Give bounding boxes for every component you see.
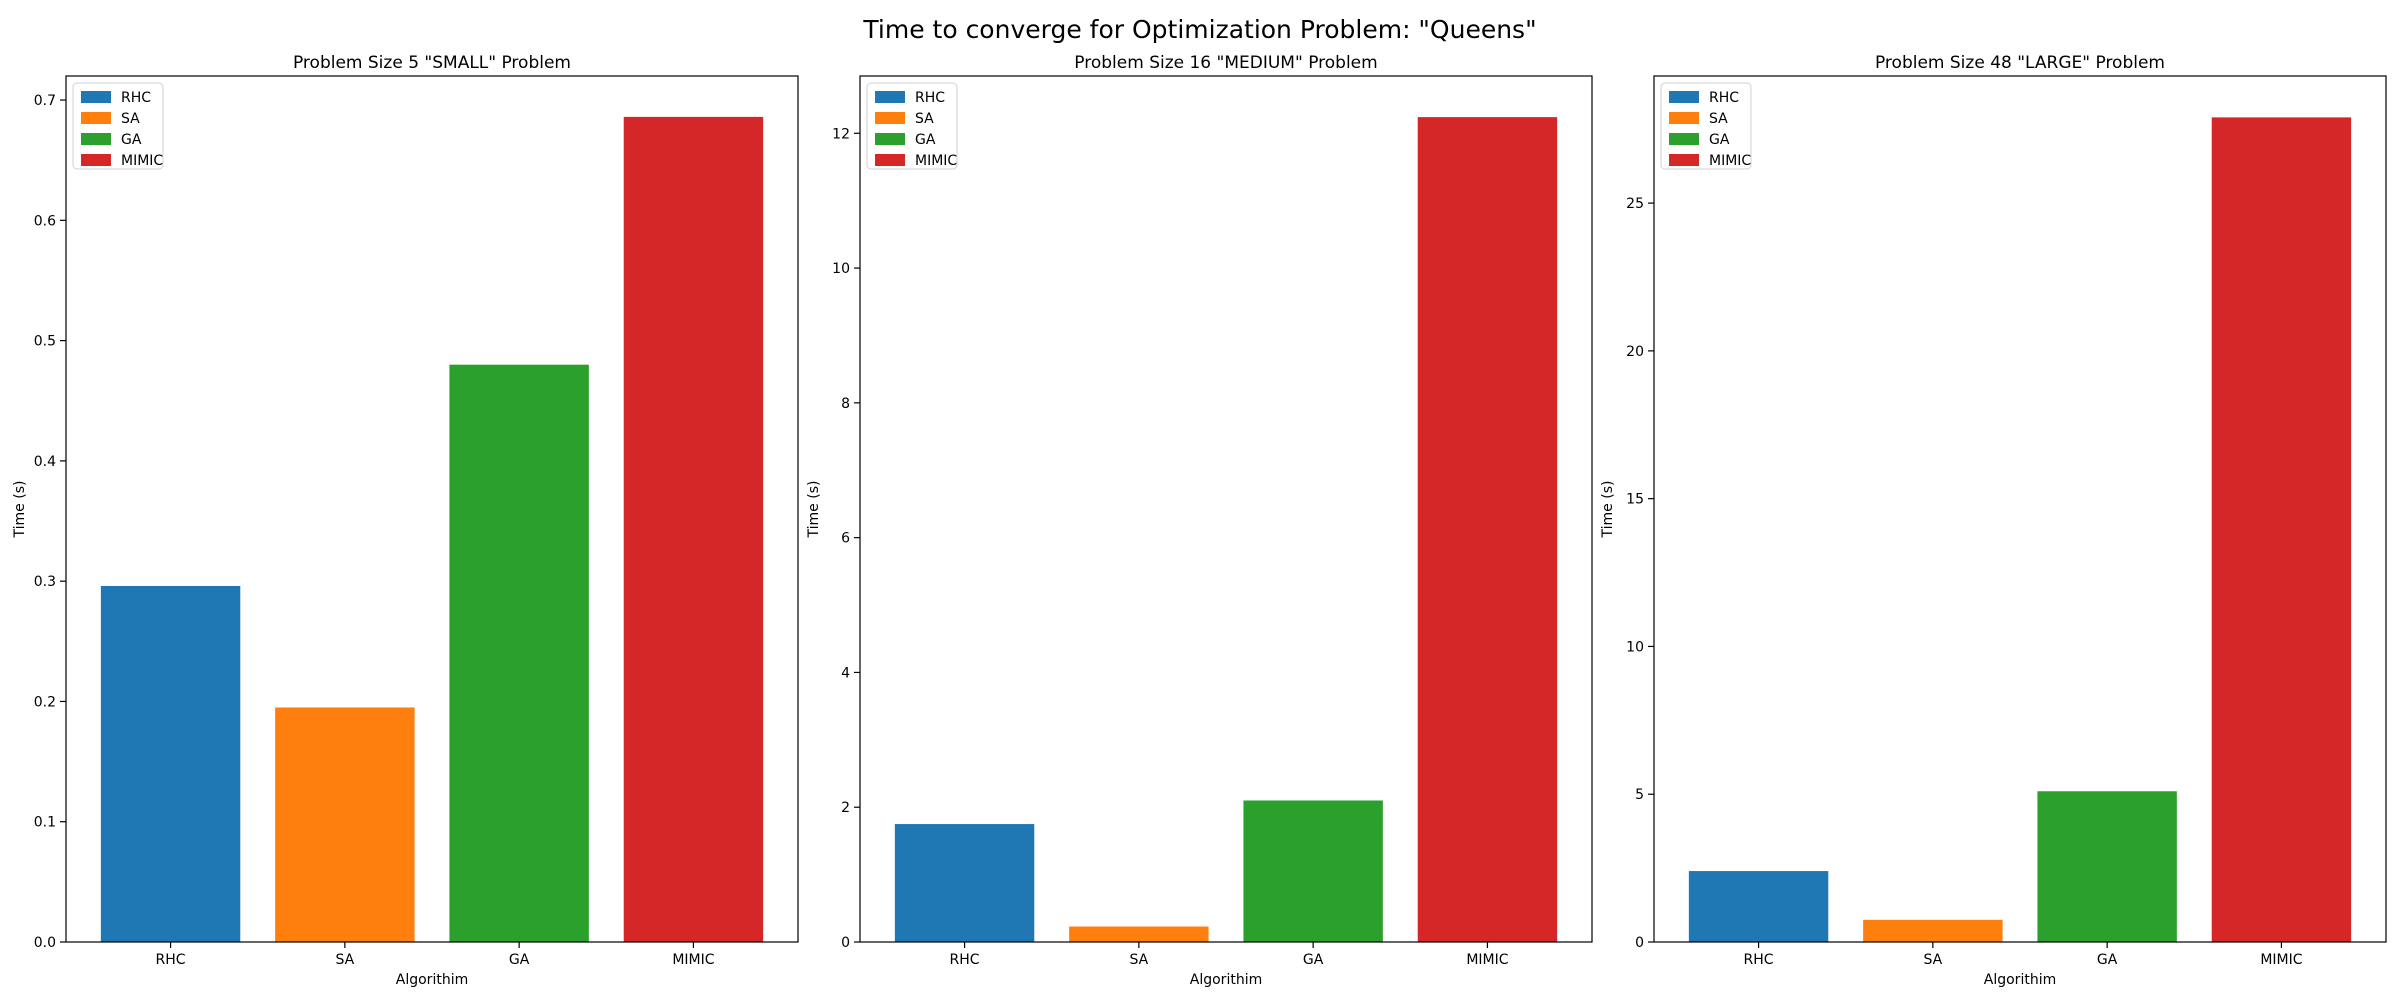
y-tick-label: 0 (1635, 935, 1644, 951)
y-tick-label: 0.2 (34, 694, 56, 710)
x-tick-label: RHC (950, 952, 980, 968)
y-tick-label: 0.4 (34, 454, 56, 470)
y-tick-label: 4 (841, 665, 850, 681)
y-axis-label: Time (s) (12, 481, 28, 539)
legend-swatch-ga (1669, 133, 1699, 145)
bar-ga (2037, 791, 2177, 942)
x-tick-label: SA (1129, 952, 1148, 968)
subplot-2: 0 2 4 6 8 10 12 RHC SA GA MIMIC Problem Size 16 "ME… (806, 53, 1593, 988)
bar-ga (449, 364, 589, 943)
bar-rhc (1688, 871, 1829, 942)
subplot-1: 0.0 0.1 0.2 0.3 0.4 0.5 0.6 0.7 RHC SA GA MIMIC Prob… (12, 53, 799, 988)
x-tick-label: RHC (1744, 952, 1774, 968)
legend-swatch-mimic (81, 154, 111, 166)
legend-swatch-sa (1669, 112, 1699, 124)
y-tick-label: 5 (1635, 787, 1644, 803)
x-tick-label: MIMIC (2260, 952, 2302, 968)
y-tick-label: 2 (841, 800, 850, 816)
figure-title: Time to converge for Optimization Proble… (862, 15, 1536, 44)
y-tick-label: 10 (832, 261, 850, 277)
x-tick-label: SA (335, 952, 354, 968)
y-tick-label: 10 (1626, 639, 1644, 655)
y-tick-label: 12 (832, 126, 850, 142)
legend-swatch-sa (81, 112, 111, 124)
legend-box (1660, 82, 1752, 170)
legend-swatch-rhc (875, 91, 905, 103)
x-tick-label: GA (1303, 952, 1324, 968)
legend-label-ga: GA (121, 132, 142, 148)
y-tick-label: 25 (1626, 196, 1644, 212)
x-tick-label: GA (2097, 952, 2118, 968)
legend-swatch-sa (875, 112, 905, 124)
legend-label-rhc: RHC (121, 90, 151, 106)
x-axis-label: Algorithim (396, 972, 468, 988)
y-tick-label: 0.0 (34, 935, 56, 951)
legend-label-rhc: RHC (1709, 90, 1739, 106)
legend-swatch-mimic (1669, 154, 1699, 166)
x-axis-label: Algorithim (1984, 972, 2056, 988)
y-axis-label: Time (s) (806, 481, 822, 539)
legend-box (72, 82, 164, 170)
bar-mimic (1417, 117, 1558, 942)
legend-box (866, 82, 958, 170)
legend: RHC SA GA MIMIC (1660, 82, 1752, 170)
bar-rhc (894, 824, 1035, 942)
y-tick-label: 6 (841, 531, 850, 547)
legend-label-ga: GA (1709, 132, 1730, 148)
y-tick-label: 15 (1626, 492, 1644, 508)
bar-sa (275, 707, 415, 942)
subplot-title: Problem Size 5 "SMALL" Problem (293, 53, 571, 73)
y-tick-label: 0.6 (34, 213, 56, 229)
axes-frame (859, 75, 1593, 943)
x-tick-label: MIMIC (1466, 952, 1508, 968)
x-axis-label: Algorithim (1190, 972, 1262, 988)
legend-swatch-ga (81, 133, 111, 145)
axes-frame (65, 75, 799, 943)
legend-swatch-ga (875, 133, 905, 145)
y-tick-label: 0.1 (34, 815, 56, 831)
legend: RHC SA GA MIMIC (72, 82, 164, 170)
bar-sa (1863, 919, 2003, 942)
legend-label-sa: SA (915, 111, 934, 127)
legend-label-ga: GA (915, 132, 936, 148)
legend-label-mimic: MIMIC (121, 153, 163, 169)
y-axis-label: Time (s) (1600, 481, 1616, 539)
subplot-3: 0 5 10 15 20 25 RHC SA GA MIMIC Problem Size 48 "L… (1600, 53, 2387, 988)
legend-swatch-mimic (875, 154, 905, 166)
x-tick-label: GA (509, 952, 530, 968)
bar-mimic (2211, 117, 2352, 942)
bar-mimic (623, 116, 764, 942)
bar-rhc (100, 585, 241, 942)
subplot-title: Problem Size 16 "MEDIUM" Problem (1074, 53, 1377, 73)
axes-frame (1653, 75, 2387, 943)
y-tick-label: 0.7 (34, 93, 56, 109)
legend: RHC SA GA MIMIC (866, 82, 958, 170)
legend-label-rhc: RHC (915, 90, 945, 106)
x-tick-label: RHC (156, 952, 186, 968)
x-tick-label: MIMIC (672, 952, 714, 968)
y-tick-label: 0.3 (34, 574, 56, 590)
legend-label-mimic: MIMIC (1709, 153, 1751, 169)
y-tick-label: 20 (1626, 344, 1644, 360)
legend-swatch-rhc (81, 91, 111, 103)
bar-sa (1069, 926, 1209, 942)
legend-label-mimic: MIMIC (915, 153, 957, 169)
y-tick-label: 0 (841, 935, 850, 951)
legend-swatch-rhc (1669, 91, 1699, 103)
y-tick-label: 8 (841, 396, 850, 412)
y-tick-label: 0.5 (34, 334, 56, 350)
x-tick-label: SA (1923, 952, 1942, 968)
bar-ga (1243, 800, 1383, 942)
legend-label-sa: SA (1709, 111, 1728, 127)
subplot-title: Problem Size 48 "LARGE" Problem (1875, 53, 2165, 73)
legend-label-sa: SA (121, 111, 140, 127)
